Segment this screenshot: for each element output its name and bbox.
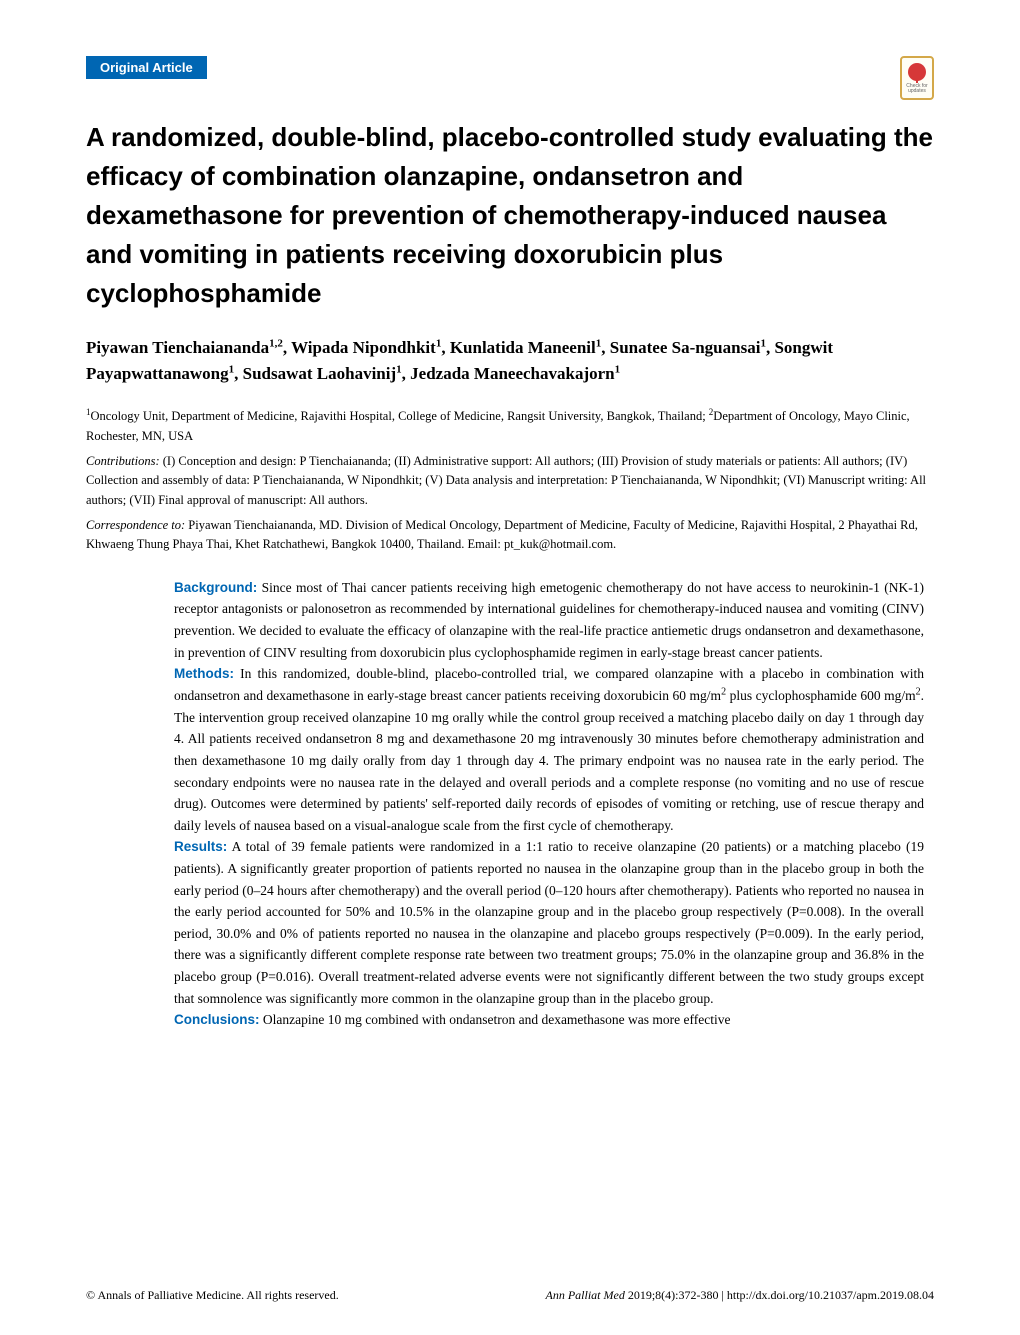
abstract-conclusions-label: Conclusions:	[174, 1012, 260, 1027]
contributions: Contributions: (I) Conception and design…	[86, 452, 934, 510]
header-row: Original Article Check for updates	[86, 56, 934, 100]
crossmark-label: Check for updates	[902, 84, 932, 94]
abstract-methods-text: In this randomized, double-blind, placeb…	[174, 666, 924, 833]
abstract-conclusions-text: Olanzapine 10 mg combined with ondansetr…	[260, 1012, 731, 1027]
crossmark-badge[interactable]: Check for updates	[900, 56, 934, 100]
footer-copyright: © Annals of Palliative Medicine. All rig…	[86, 1288, 339, 1303]
abstract: Background: Since most of Thai cancer pa…	[174, 577, 924, 1031]
abstract-results-text: A total of 39 female patients were rando…	[174, 839, 924, 1005]
affiliations: 1Oncology Unit, Department of Medicine, …	[86, 406, 934, 446]
abstract-background: Background: Since most of Thai cancer pa…	[174, 577, 924, 663]
abstract-results-label: Results:	[174, 839, 227, 854]
abstract-background-label: Background:	[174, 580, 257, 595]
abstract-methods-label: Methods:	[174, 666, 234, 681]
author-list: Piyawan Tienchaiananda1,2, Wipada Nipond…	[86, 335, 934, 386]
page-footer: © Annals of Palliative Medicine. All rig…	[86, 1288, 934, 1303]
abstract-results: Results: A total of 39 female patients w…	[174, 836, 924, 1009]
correspondence: Correspondence to: Piyawan Tienchaianand…	[86, 516, 934, 555]
crossmark-icon	[908, 63, 926, 81]
abstract-background-text: Since most of Thai cancer patients recei…	[174, 580, 924, 660]
article-type-badge: Original Article	[86, 56, 207, 79]
abstract-conclusions: Conclusions: Olanzapine 10 mg combined w…	[174, 1009, 924, 1031]
paper-title: A randomized, double-blind, placebo-cont…	[86, 118, 934, 313]
footer-citation: Ann Palliat Med 2019;8(4):372-380 | http…	[546, 1288, 935, 1303]
abstract-methods: Methods: In this randomized, double-blin…	[174, 663, 924, 836]
